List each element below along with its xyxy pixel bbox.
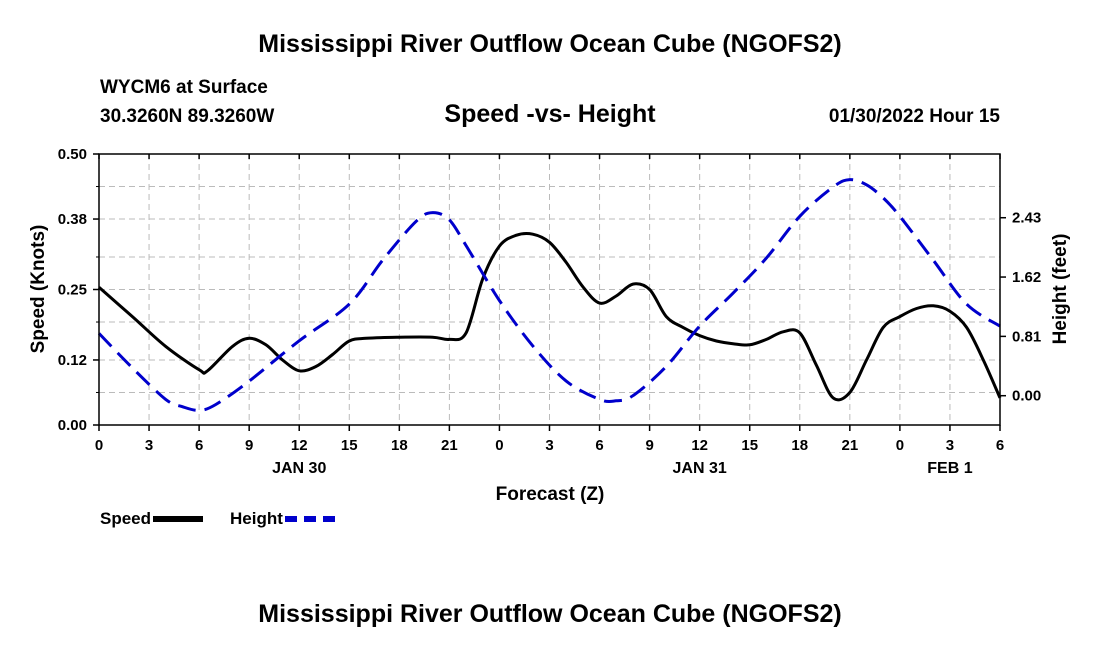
legend-height-label: Height <box>230 509 283 528</box>
chart-axes: 0 3 6 9 12 15 18 21 0 3 6 9 12 15 18 21 0 3 6 JAN 30 JAN 31 F… <box>58 146 1041 477</box>
x-tick-label: 18 <box>391 437 408 454</box>
y-left-tick-label: 0.50 <box>58 146 87 163</box>
y-axis-right-label: Height (feet) <box>1050 234 1071 345</box>
forecast-datetime: 01/30/2022 Hour 15 <box>828 106 1000 127</box>
x-tick-label: 12 <box>291 437 308 454</box>
x-tick-label: 0 <box>896 437 904 454</box>
x-tick-label: 6 <box>996 437 1004 454</box>
x-tick-label: 12 <box>691 437 708 454</box>
y-right-tick-label: 1.62 <box>1012 269 1041 286</box>
x-tick-label: 6 <box>595 437 603 454</box>
station-label: WYCM6 at Surface <box>100 77 268 98</box>
page-title: Mississippi River Outflow Ocean Cube (NG… <box>258 30 842 58</box>
x-tick-label: 15 <box>741 437 758 454</box>
chart-series <box>97 178 1002 412</box>
x-tick-label: 21 <box>441 437 458 454</box>
legend-speed: Speed <box>100 509 204 529</box>
y-left-tick-label: 0.12 <box>58 352 87 369</box>
legend-speed-label: Speed <box>100 509 152 528</box>
chart-grid <box>99 154 1000 425</box>
x-date-label: FEB 1 <box>927 460 972 477</box>
x-tick-label: 3 <box>545 437 553 454</box>
legend-height-swatch <box>284 516 335 522</box>
series-line-speed <box>98 231 1002 402</box>
x-tick-label: 18 <box>791 437 808 454</box>
series-line-height <box>97 178 1001 412</box>
coordinates-label: 30.3260N 89.3260W <box>100 106 275 127</box>
y-axis-left-label: Speed (Knots) <box>28 225 49 354</box>
x-tick-label: 0 <box>495 437 503 454</box>
x-date-label: JAN 31 <box>673 460 727 477</box>
x-tick-label: 3 <box>145 437 153 454</box>
legend-speed-swatch <box>153 516 204 522</box>
x-tick-label: 3 <box>946 437 954 454</box>
x-date-label: JAN 30 <box>272 460 326 477</box>
x-axis-label: Forecast (Z) <box>496 484 605 505</box>
legend-height: Height <box>230 509 335 529</box>
y-right-tick-label: 0.81 <box>1012 328 1041 345</box>
x-tick-label: 15 <box>341 437 358 454</box>
x-tick-label: 6 <box>195 437 203 454</box>
x-tick-label: 0 <box>95 437 103 454</box>
y-right-tick-label: 2.43 <box>1012 210 1041 227</box>
y-left-tick-label: 0.38 <box>58 211 87 228</box>
x-tick-label: 9 <box>245 437 253 454</box>
x-tick-label: 9 <box>645 437 653 454</box>
footer-title: Mississippi River Outflow Ocean Cube (NG… <box>258 600 842 628</box>
y-right-tick-label: 0.00 <box>1012 388 1041 405</box>
x-tick-label: 21 <box>841 437 858 454</box>
y-left-tick-label: 0.00 <box>58 417 87 434</box>
y-left-tick-label: 0.25 <box>58 282 87 299</box>
chart-subtitle: Speed -vs- Height <box>444 100 656 128</box>
